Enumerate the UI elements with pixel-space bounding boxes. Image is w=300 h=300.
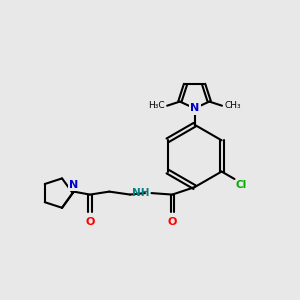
Text: Cl: Cl bbox=[236, 181, 247, 190]
Text: O: O bbox=[168, 217, 177, 227]
Text: NH: NH bbox=[133, 188, 150, 197]
Text: N: N bbox=[69, 180, 78, 190]
Text: O: O bbox=[85, 217, 94, 227]
Text: CH₃: CH₃ bbox=[224, 101, 241, 110]
Text: H₃C: H₃C bbox=[148, 101, 165, 110]
Text: N: N bbox=[190, 103, 199, 113]
